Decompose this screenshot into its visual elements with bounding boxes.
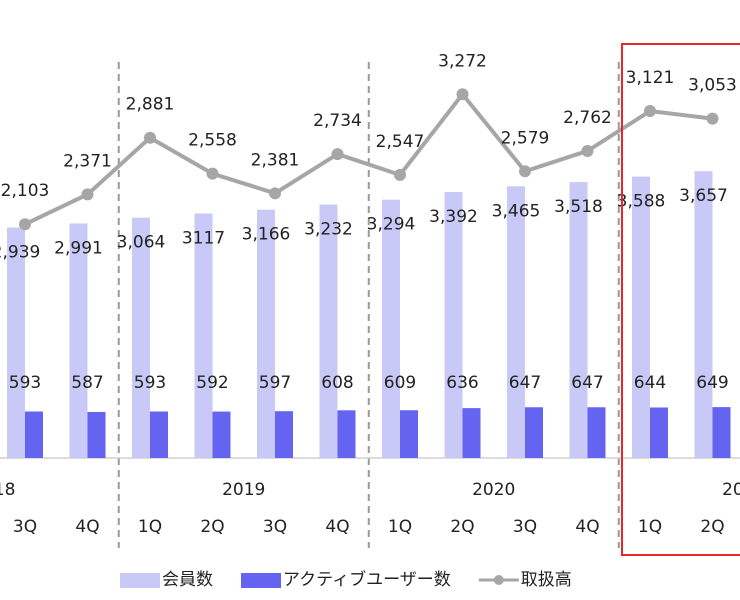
- data-label: 3117: [182, 229, 225, 249]
- data-label: 647: [571, 373, 603, 393]
- year-label: 2018: [0, 480, 15, 500]
- x-tick-label: 4Q: [575, 517, 599, 537]
- x-tick-label: 2Q: [700, 517, 724, 537]
- data-label: 3,392: [429, 207, 478, 227]
- bar: [712, 407, 731, 458]
- data-label: 3,657: [679, 186, 728, 206]
- data-label: 609: [384, 373, 416, 393]
- data-label: 3,166: [242, 225, 291, 245]
- data-label: 649: [696, 373, 728, 393]
- data-label: 3,518: [554, 197, 603, 217]
- legend-swatch: [241, 573, 281, 588]
- x-tick-label: 3Q: [513, 517, 537, 537]
- legend-swatch: [120, 573, 160, 588]
- bar: [444, 191, 463, 458]
- bar: [150, 411, 168, 458]
- data-label: 2,103: [1, 181, 50, 201]
- bar: [25, 411, 43, 458]
- data-label: 2,881: [126, 95, 175, 115]
- year-label: 2019: [222, 480, 265, 500]
- year-label: 2020: [472, 480, 515, 500]
- data-label: 647: [509, 373, 541, 393]
- x-tick-label: 2Q: [450, 517, 474, 537]
- bar: [7, 227, 25, 458]
- data-label: 3,232: [304, 220, 353, 240]
- data-label: 608: [321, 373, 353, 393]
- x-tick-label: 2Q: [200, 517, 224, 537]
- data-label: 593: [134, 373, 166, 393]
- x-tick-label: 4Q: [75, 517, 99, 537]
- data-label: 2,381: [251, 150, 300, 170]
- bar: [87, 411, 106, 458]
- bar: [382, 199, 400, 458]
- bar: [694, 171, 713, 458]
- bar: [525, 407, 543, 458]
- legend-label: 取扱高: [521, 570, 572, 590]
- data-label: 2,734: [313, 111, 362, 131]
- data-label: 3,588: [617, 192, 666, 212]
- bar: [569, 182, 588, 458]
- data-label: 3,064: [117, 233, 166, 253]
- data-label: 3,121: [626, 68, 675, 88]
- bar: [132, 217, 150, 458]
- highlight-box: [621, 43, 740, 556]
- data-label: 3,465: [492, 201, 541, 221]
- data-label: 636: [446, 373, 478, 393]
- bar: [507, 186, 525, 459]
- line-point: [581, 144, 594, 157]
- bar: [400, 410, 418, 458]
- data-label: 2,762: [563, 108, 612, 128]
- legend-swatch: [493, 575, 504, 585]
- line-point: [394, 168, 406, 181]
- bar: [257, 209, 275, 458]
- line-point: [519, 165, 531, 178]
- data-label: 2,939: [0, 243, 40, 263]
- legend-label: アクティブユーザー数: [283, 569, 451, 590]
- data-label: 3,272: [438, 51, 487, 71]
- bar: [462, 408, 481, 458]
- legend-label: 会員数: [162, 570, 213, 590]
- bar: [632, 176, 650, 458]
- bar: [650, 407, 668, 458]
- line: [24, 91, 713, 227]
- data-label: 3,053: [688, 76, 737, 96]
- line-point: [331, 148, 344, 161]
- data-label: 587: [71, 373, 103, 393]
- bar: [319, 204, 338, 458]
- data-label: 597: [259, 373, 291, 393]
- data-label: 3,294: [367, 215, 416, 235]
- data-label: 2,579: [501, 128, 550, 148]
- line-point: [81, 188, 94, 201]
- bar: [275, 411, 293, 458]
- bar: [212, 411, 231, 458]
- line-point: [644, 105, 656, 118]
- data-label: 2,547: [376, 132, 425, 152]
- data-label: 593: [9, 373, 41, 393]
- line-point: [706, 112, 719, 125]
- x-tick-label: 3Q: [263, 517, 287, 537]
- line-point: [269, 187, 281, 200]
- x-tick-label: 1Q: [138, 517, 162, 537]
- x-tick-label: 4Q: [325, 517, 349, 537]
- bar: [194, 213, 213, 458]
- x-tick-label: 1Q: [388, 517, 412, 537]
- bar: [587, 407, 606, 458]
- x-tick-label: 3Q: [13, 517, 37, 537]
- data-label: 644: [634, 373, 666, 393]
- line-point: [144, 131, 156, 144]
- data-label: 2,558: [188, 131, 237, 151]
- bar: [69, 223, 88, 458]
- x-tick-label: 1Q: [638, 517, 662, 537]
- data-label: 2,991: [54, 238, 103, 258]
- line-point: [19, 218, 31, 231]
- year-label: 2021: [722, 480, 740, 500]
- line-point: [206, 167, 219, 180]
- bar: [337, 410, 356, 458]
- data-label: 2,371: [63, 151, 112, 171]
- line-point: [456, 88, 469, 101]
- data-label: 592: [196, 373, 228, 393]
